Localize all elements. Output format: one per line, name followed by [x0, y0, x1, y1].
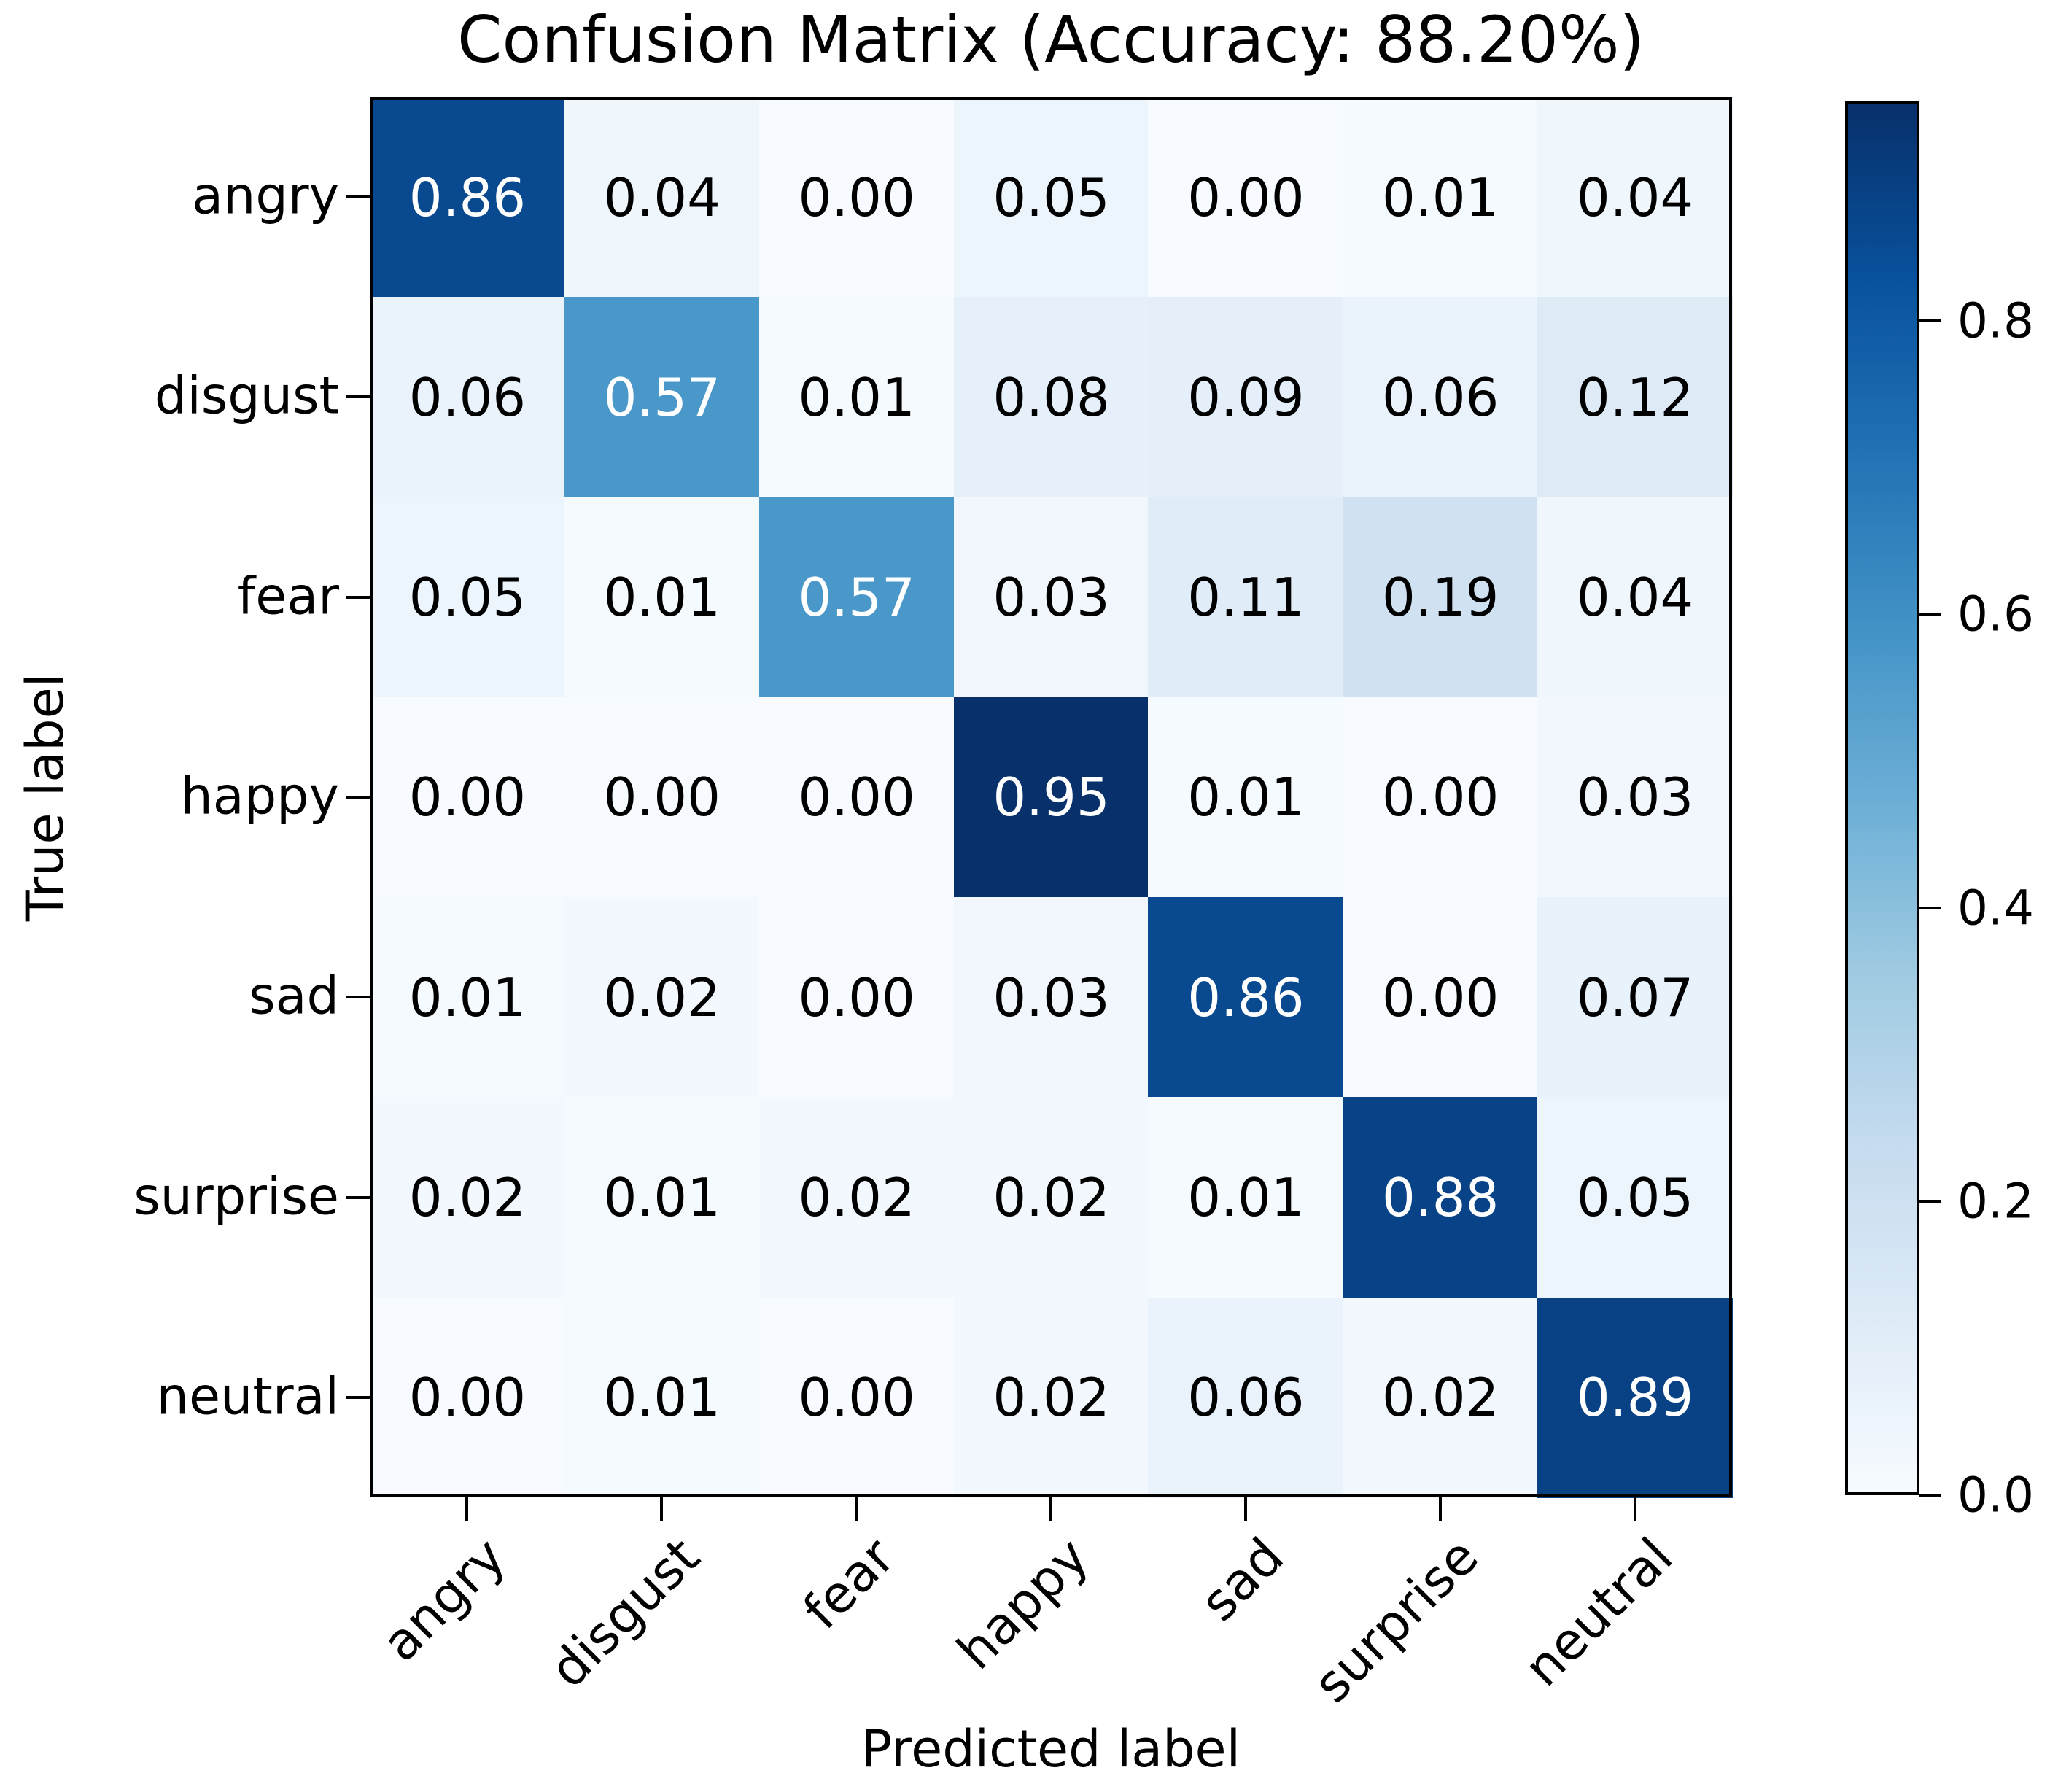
- colorbar-tick-label: 0.0: [1957, 1467, 2034, 1524]
- matrix-cell: 0.07: [1537, 897, 1733, 1098]
- matrix-cell: 0.05: [953, 97, 1149, 298]
- y-tick: [346, 195, 370, 199]
- matrix-cell: 0.12: [1537, 297, 1733, 498]
- matrix-cell: 0.00: [1343, 897, 1539, 1098]
- y-tick: [346, 1195, 370, 1199]
- y-tick-label: surprise: [133, 1165, 339, 1226]
- matrix-cell: 0.03: [1537, 697, 1733, 899]
- matrix-cell: 0.06: [370, 297, 565, 498]
- matrix-cell: 0.01: [758, 297, 955, 498]
- x-tick: [1438, 1497, 1442, 1521]
- y-tick-label: angry: [192, 166, 339, 226]
- matrix-cell: 0.00: [758, 897, 955, 1098]
- colorbar-tick-label: 0.8: [1957, 292, 2034, 349]
- matrix-cell: 0.57: [564, 297, 760, 498]
- matrix-cell: 0.00: [1148, 97, 1344, 298]
- matrix-cell: 0.00: [758, 697, 955, 899]
- matrix-cell: 0.00: [564, 697, 760, 899]
- matrix-cell: 0.86: [370, 97, 565, 298]
- matrix-cell: 0.00: [758, 1297, 955, 1498]
- matrix-cell: 0.86: [1148, 897, 1344, 1098]
- x-tick-label: disgust: [538, 1527, 712, 1699]
- matrix-cell: 0.09: [1148, 297, 1344, 498]
- matrix-cell: 0.01: [1343, 97, 1539, 298]
- colorbar: [1845, 101, 1919, 1495]
- x-tick: [1243, 1497, 1247, 1521]
- matrix-cell: 0.00: [1343, 697, 1539, 899]
- matrix-cell: 0.01: [564, 497, 760, 698]
- matrix-cell: 0.02: [1343, 1297, 1539, 1498]
- x-tick: [660, 1497, 664, 1521]
- y-tick: [346, 595, 370, 599]
- matrix-cell: 0.06: [1343, 297, 1539, 498]
- y-tick-label: happy: [180, 766, 339, 826]
- chart-title: Confusion Matrix (Accuracy: 88.20%): [457, 2, 1645, 77]
- matrix-cell: 0.02: [370, 1097, 565, 1298]
- x-tick-label: surprise: [1302, 1527, 1490, 1715]
- matrix-cell: 0.02: [953, 1297, 1149, 1498]
- x-tick-label: angry: [370, 1527, 517, 1673]
- matrix-cell: 0.04: [564, 97, 760, 298]
- matrix-cell: 0.02: [953, 1097, 1149, 1298]
- matrix-cell: 0.03: [953, 497, 1149, 698]
- y-tick: [346, 996, 370, 999]
- matrix-cell: 0.08: [953, 297, 1149, 498]
- matrix-cell: 0.01: [564, 1297, 760, 1498]
- matrix-cell: 0.02: [564, 897, 760, 1098]
- x-tick-label: neutral: [1513, 1527, 1685, 1699]
- x-tick-label: sad: [1189, 1527, 1295, 1633]
- x-tick-label: fear: [791, 1527, 906, 1641]
- x-tick: [465, 1497, 469, 1521]
- matrix-cell: 0.01: [1148, 1097, 1344, 1298]
- colorbar-tick: [1919, 906, 1941, 909]
- matrix-cell: 0.05: [370, 497, 565, 698]
- colorbar-gradient: [1848, 104, 1917, 1492]
- matrix-cell: 0.05: [1537, 1097, 1733, 1298]
- colorbar-tick-label: 0.2: [1957, 1173, 2034, 1230]
- matrix-cell: 0.00: [370, 697, 565, 899]
- y-tick: [346, 395, 370, 399]
- colorbar-tick: [1919, 1494, 1941, 1497]
- matrix-cell: 0.06: [1148, 1297, 1344, 1498]
- y-axis-title: True label: [15, 672, 75, 922]
- matrix-cell: 0.95: [953, 697, 1149, 899]
- colorbar-tick: [1919, 613, 1941, 616]
- x-tick: [1633, 1497, 1636, 1521]
- x-axis-title: Predicted label: [861, 1719, 1241, 1779]
- colorbar-tick: [1919, 1200, 1941, 1203]
- matrix-cell: 0.04: [1537, 97, 1733, 298]
- matrix-cell: 0.02: [758, 1097, 955, 1298]
- matrix-cell: 0.19: [1343, 497, 1539, 698]
- matrix-cell: 0.00: [758, 97, 955, 298]
- matrix-cell: 0.88: [1343, 1097, 1539, 1298]
- y-tick-label: neutral: [156, 1366, 339, 1427]
- matrix-cell: 0.57: [758, 497, 955, 698]
- colorbar-tick-label: 0.4: [1957, 880, 2034, 936]
- matrix-cell: 0.89: [1537, 1297, 1733, 1498]
- y-tick-label: disgust: [154, 365, 339, 426]
- y-tick-label: fear: [237, 566, 339, 627]
- y-tick: [346, 1395, 370, 1399]
- x-tick: [1049, 1497, 1052, 1521]
- y-tick-label: sad: [249, 966, 339, 1026]
- matrix-cell: 0.01: [370, 897, 565, 1098]
- x-tick: [855, 1497, 858, 1521]
- colorbar-tick-label: 0.6: [1957, 586, 2034, 643]
- x-tick-label: happy: [946, 1527, 1100, 1681]
- matrix-cell: 0.01: [564, 1097, 760, 1298]
- matrix-cell: 0.01: [1148, 697, 1344, 899]
- matrix-cell: 0.00: [370, 1297, 565, 1498]
- matrix-cell: 0.03: [953, 897, 1149, 1098]
- matrix-cell: 0.04: [1537, 497, 1733, 698]
- y-tick: [346, 796, 370, 799]
- colorbar-tick: [1919, 319, 1941, 322]
- matrix-cell: 0.11: [1148, 497, 1344, 698]
